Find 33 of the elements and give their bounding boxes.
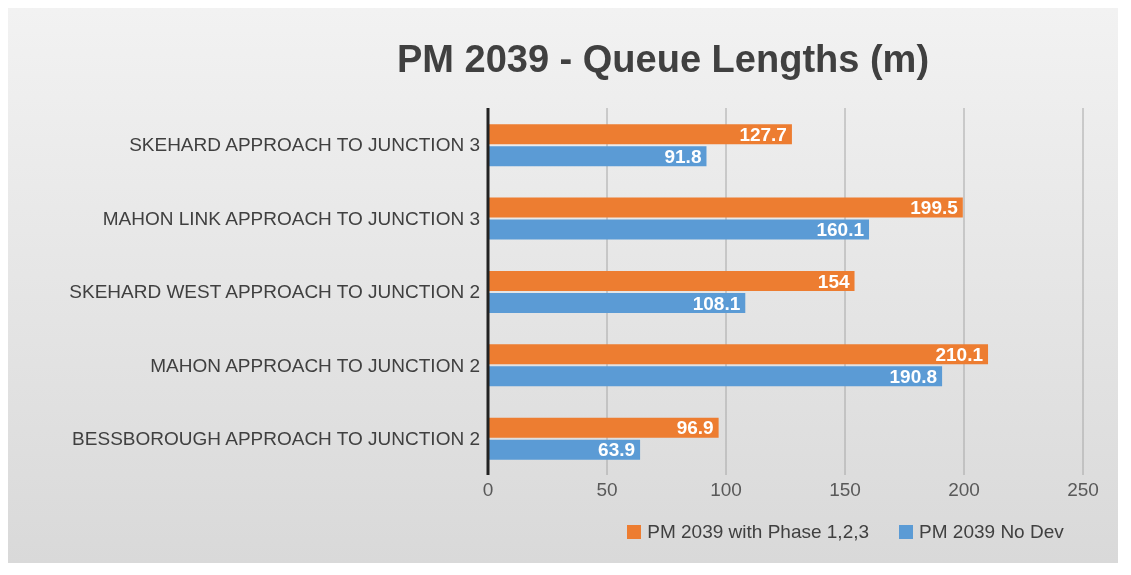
bar bbox=[488, 219, 870, 240]
y-tick-label: MAHON APPROACH TO JUNCTION 2 bbox=[150, 354, 480, 376]
data-label: 91.8 bbox=[664, 145, 702, 167]
legend-label: PM 2039 No Dev bbox=[919, 521, 1064, 543]
legend-label: PM 2039 with Phase 1,2,3 bbox=[647, 521, 870, 543]
data-label: 63.9 bbox=[598, 439, 636, 461]
bar bbox=[488, 124, 792, 145]
data-label: 154 bbox=[817, 270, 850, 292]
bar bbox=[488, 292, 746, 313]
y-tick-label: BESSBOROUGH APPROACH TO JUNCTION 2 bbox=[72, 428, 480, 450]
bar bbox=[488, 344, 989, 365]
x-tick-label: 200 bbox=[948, 479, 980, 501]
y-tick-label: SKEHARD APPROACH TO JUNCTION 3 bbox=[129, 134, 480, 156]
bar bbox=[488, 417, 719, 438]
data-label: 210.1 bbox=[935, 344, 984, 366]
x-tick-label: 0 bbox=[482, 479, 494, 501]
data-label: 160.1 bbox=[816, 219, 865, 241]
data-label: 108.1 bbox=[692, 292, 741, 314]
y-tick-label: SKEHARD WEST APPROACH TO JUNCTION 2 bbox=[69, 281, 480, 303]
bar bbox=[488, 270, 855, 291]
bar bbox=[488, 146, 707, 167]
data-label: 190.8 bbox=[889, 366, 938, 388]
data-label: 96.9 bbox=[676, 417, 714, 439]
bar bbox=[488, 366, 943, 387]
x-tick-label: 150 bbox=[829, 479, 861, 501]
y-tick-label: MAHON LINK APPROACH TO JUNCTION 3 bbox=[102, 207, 480, 229]
x-tick-label: 50 bbox=[596, 479, 618, 501]
data-label: 127.7 bbox=[739, 123, 787, 145]
x-tick-label: 100 bbox=[710, 479, 742, 501]
chart-title: PM 2039 - Queue Lengths (m) bbox=[395, 37, 931, 82]
x-tick-label: 250 bbox=[1067, 479, 1099, 501]
data-label: 199.5 bbox=[910, 197, 959, 219]
bar bbox=[488, 197, 963, 218]
